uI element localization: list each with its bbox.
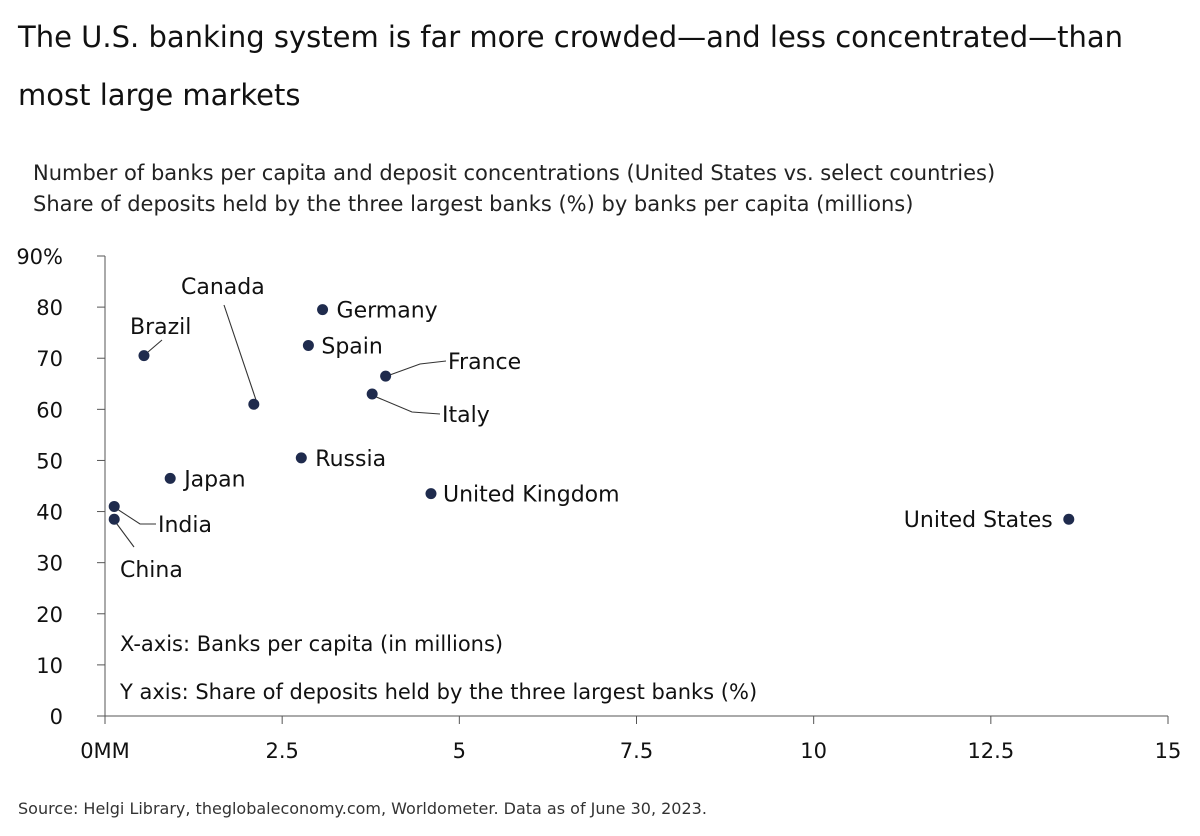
point-russia [295,452,307,464]
point-label-united-kingdom: United Kingdom [443,483,620,508]
point-brazil [138,350,150,362]
y-tick-label: 70 [36,347,63,371]
leader-line-china [113,519,135,548]
point-label-spain: Spain [321,334,382,359]
point-label-russia: Russia [315,447,386,472]
leader-line-france [386,360,447,377]
chart-title: The U.S. banking system is far more crow… [18,20,1124,112]
chart-subtitle: Number of banks per capita and deposit c… [33,158,1183,220]
subtitle-line-1: Number of banks per capita and deposit c… [33,161,996,185]
y-tick-label: 50 [36,449,63,473]
data-points: Brazil Canada Germany Spain France Italy Russi… [108,275,1075,583]
x-tick-label: 5 [453,739,466,763]
x-tick-label: 15 [1155,739,1182,763]
leader-line-brazil [147,339,163,353]
y-tick-label: 80 [36,296,63,320]
y-tick-label: 30 [36,552,63,576]
point-label-germany: Germany [337,299,438,324]
point-united-states [1063,513,1075,525]
point-label-italy: Italy [442,403,490,428]
y-tick-label: 10 [36,654,63,678]
point-france [380,370,392,382]
chart-annotations: X-axis: Banks per capita (in millions) Y … [119,632,757,704]
x-tick-label: 2.5 [265,739,298,763]
point-label-canada: Canada [181,275,265,300]
y-tick-label: 90% [16,245,63,269]
axis-note: Y axis: Share of deposits held by the th… [119,680,757,704]
point-japan [164,472,176,484]
point-spain [302,339,314,351]
point-india [108,500,120,512]
source-note: Source: Helgi Library, theglobaleconomy.… [18,799,707,818]
point-united-kingdom [425,488,437,500]
chart-axes: 0 10 20 30 40 50 60 70 80 90% 0MM 2.5 5 7.5 10 12.5 15 [16,245,1181,763]
point-label-china: China [120,558,183,583]
point-china [108,513,120,525]
subtitle-line-2: Share of deposits held by the three larg… [33,192,914,216]
leader-line-india [113,506,156,525]
point-label-united-states: United States [904,508,1053,533]
y-tick-label: 0 [50,705,63,729]
point-label-japan: Japan [182,467,245,492]
leader-line-canada [223,304,257,401]
y-tick-label: 20 [36,603,63,627]
x-tick-label: 12.5 [967,739,1014,763]
y-tick-label: 40 [36,501,63,525]
point-label-france: France [448,350,521,375]
x-tick-label: 0MM [80,739,130,763]
point-label-india: India [158,513,212,538]
y-tick-label: 60 [36,398,63,422]
axis-note: X-axis: Banks per capita (in millions) [120,632,503,656]
leader-line-italy [373,395,441,415]
point-canada [248,398,260,410]
point-label-brazil: Brazil [130,315,191,340]
x-tick-label: 7.5 [620,739,653,763]
x-tick-label: 10 [800,739,827,763]
point-germany [317,304,329,316]
point-italy [366,388,378,400]
